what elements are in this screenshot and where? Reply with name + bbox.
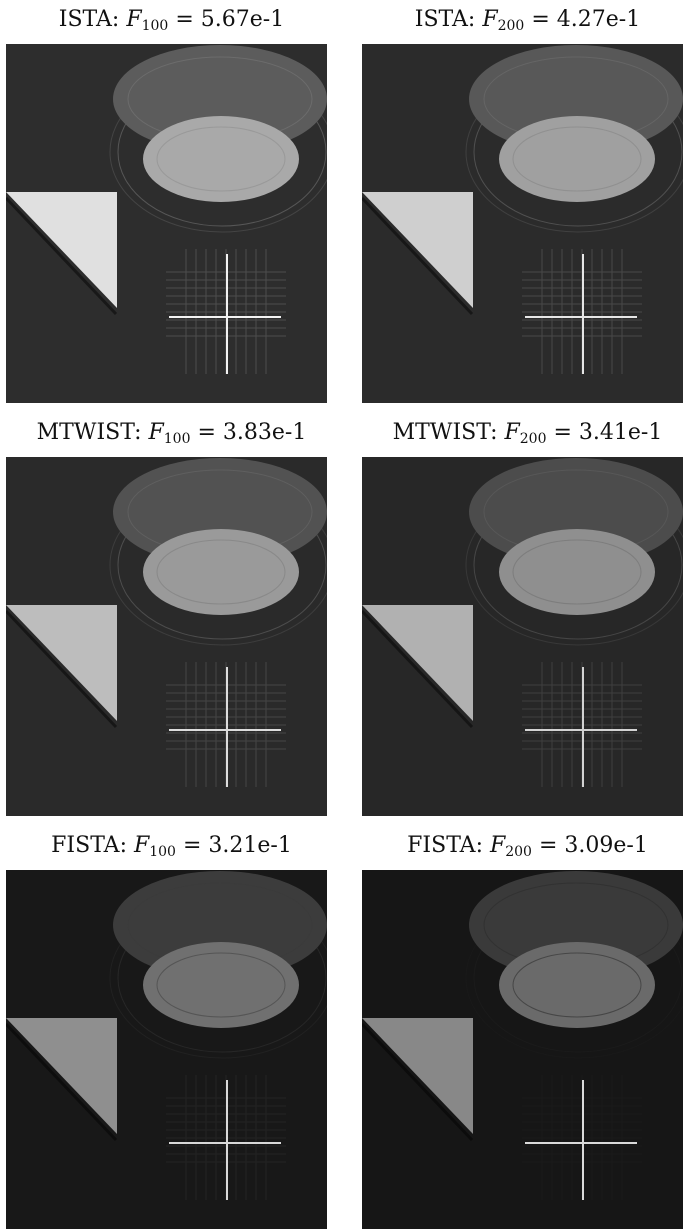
small-ellipse (143, 942, 299, 1028)
reconstruction-image (6, 870, 327, 1229)
phantom-svg (6, 457, 327, 816)
large-ellipse (469, 871, 683, 979)
objective-value: 3.41e-1 (578, 420, 663, 445)
small-ellipse (499, 116, 655, 202)
objective-value: 4.27e-1 (556, 7, 641, 32)
small-ellipse (499, 529, 655, 615)
method-label: ISTA (58, 7, 112, 32)
small-ellipse (499, 942, 655, 1028)
panel-fista-200: FISTA: F200 = 3.09e-1 (362, 826, 693, 1229)
edge-shadow (6, 196, 118, 316)
method-label: ISTA (414, 7, 468, 32)
iteration-index: 200 (497, 18, 525, 34)
panel-caption: FISTA: F100 = 3.21e-1 (51, 833, 292, 860)
panel-ista-100: ISTA: F100 = 5.67e-1 (6, 0, 337, 403)
small-ellipse (143, 116, 299, 202)
phantom-svg (362, 870, 683, 1229)
phantom-svg (362, 457, 683, 816)
ringing-halo (156, 952, 286, 1018)
panel-mtwist-100: MTWIST: F100 = 3.83e-1 (6, 413, 337, 816)
reconstruction-image (6, 457, 327, 816)
objective-value: 3.21e-1 (208, 833, 292, 858)
iteration-index: 200 (519, 431, 547, 447)
large-ellipse (469, 45, 683, 153)
triangle (362, 192, 473, 308)
triangle (362, 1018, 473, 1134)
method-label: FISTA (51, 833, 120, 858)
reconstruction-image (362, 870, 683, 1229)
triangle (6, 1018, 117, 1134)
objective-value: 3.09e-1 (564, 833, 648, 858)
ringing-halo (512, 952, 642, 1018)
method-label: MTWIST (392, 420, 491, 445)
edge-shadow (362, 196, 474, 316)
panel-caption: MTWIST: F100 = 3.83e-1 (36, 420, 307, 447)
panel-caption: MTWIST: F200 = 3.41e-1 (392, 420, 663, 447)
reconstruction-image (6, 44, 327, 403)
panel-ista-200: ISTA: F200 = 4.27e-1 (362, 0, 693, 403)
iteration-index: 100 (141, 18, 169, 34)
small-ellipse (143, 529, 299, 615)
large-ellipse (469, 458, 683, 566)
triangle (362, 605, 473, 721)
large-ellipse (113, 458, 327, 566)
ringing-halo (512, 539, 642, 605)
edge-shadow (6, 1022, 118, 1142)
reconstruction-image (362, 44, 683, 403)
method-label: MTWIST (36, 420, 135, 445)
large-ellipse (113, 871, 327, 979)
triangle (6, 192, 117, 308)
panel-caption: ISTA: F200 = 4.27e-1 (414, 7, 641, 34)
method-label: FISTA (407, 833, 476, 858)
objective-value: 3.83e-1 (222, 420, 307, 445)
panel-caption: ISTA: F100 = 5.67e-1 (58, 7, 285, 34)
reconstruction-image (362, 457, 683, 816)
ringing-halo (156, 539, 286, 605)
iteration-index: 200 (505, 844, 532, 860)
ringing-halo (512, 126, 642, 192)
edge-shadow (6, 609, 118, 729)
triangle (6, 605, 117, 721)
phantom-svg (6, 870, 327, 1229)
panel-mtwist-200: MTWIST: F200 = 3.41e-1 (362, 413, 693, 816)
large-ellipse (113, 45, 327, 153)
panel-caption: FISTA: F200 = 3.09e-1 (407, 833, 648, 860)
phantom-svg (362, 44, 683, 403)
objective-value: 5.67e-1 (200, 7, 285, 32)
phantom-svg (6, 44, 327, 403)
ringing-halo (156, 126, 286, 192)
panel-fista-100: FISTA: F100 = 3.21e-1 (6, 826, 337, 1229)
iteration-index: 100 (163, 431, 191, 447)
iteration-index: 100 (149, 844, 176, 860)
edge-shadow (362, 609, 474, 729)
edge-shadow (362, 1022, 474, 1142)
